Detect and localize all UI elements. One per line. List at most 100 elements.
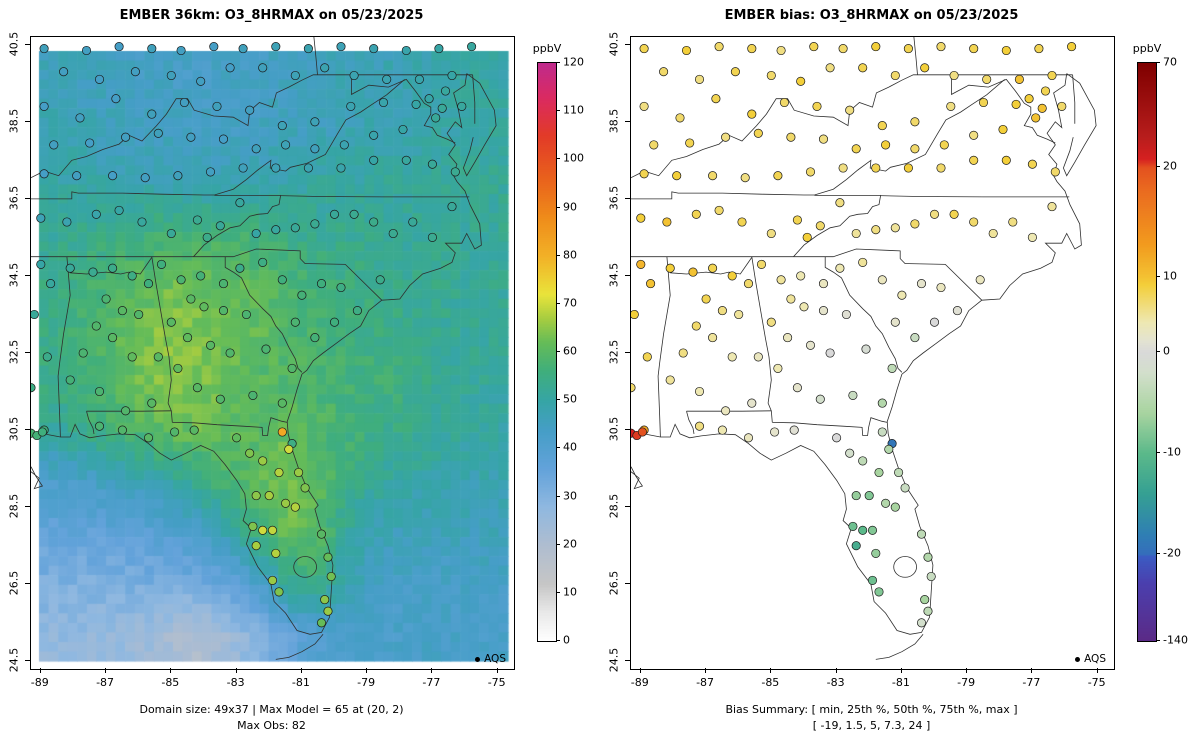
x-tick-label: -79 — [357, 676, 376, 689]
aqs-station-dot — [681, 45, 692, 56]
aqs-station-dot — [637, 427, 647, 437]
aqs-station-dot — [701, 294, 711, 304]
aqs-station-dot — [258, 525, 268, 535]
aqs-station-dot — [281, 140, 291, 150]
aqs-station-dot — [737, 217, 747, 227]
state-boundary — [631, 466, 644, 490]
aqs-station-dot — [642, 352, 652, 362]
aqs-station-dot — [349, 209, 359, 219]
aqs-station-dot — [290, 317, 300, 327]
x-tick-mark — [705, 668, 707, 673]
aqs-station-dot — [691, 321, 701, 331]
aqs-station-dot — [91, 321, 101, 331]
y-tick-mark — [25, 120, 30, 122]
aqs-station-dot — [978, 97, 989, 108]
aqs-station-dot — [316, 529, 327, 539]
state-boundary — [172, 417, 288, 436]
colorbar-tick-mark — [556, 254, 560, 256]
aqs-station-dot — [196, 76, 206, 86]
model-panel: EMBER 36km: O3_8HRMAX on 05/23/2025 AQS … — [7, 8, 585, 732]
y-tick-mark — [25, 352, 30, 353]
aqs-station-dot — [792, 215, 802, 225]
aqs-station-dot — [877, 275, 887, 285]
state-boundary — [151, 256, 173, 423]
x-tick-label: -79 — [957, 676, 976, 689]
aqs-station-dot — [130, 67, 140, 77]
aqs-station-dot — [714, 205, 724, 215]
aqs-station-dot — [59, 67, 69, 77]
colorbar-tick-mark — [556, 110, 560, 112]
x-tick-label: -75 — [487, 676, 506, 689]
aqs-station-dot — [65, 263, 75, 273]
aqs-station-dot — [378, 97, 389, 108]
aqs-station-dot — [375, 275, 385, 285]
aqs-station-dot — [287, 363, 297, 373]
bias-caption-line2: [ -19, 1.5, 5, 7.3, 24 ] — [812, 719, 931, 732]
x-tick-label: -85 — [761, 676, 780, 689]
aqs-station-dot — [982, 74, 992, 84]
bias-plot: AQS — [630, 36, 1115, 670]
colorbar-tick-label: 60 — [563, 344, 577, 358]
aqs-station-dot — [431, 113, 441, 123]
aqs-station-dot — [665, 375, 675, 385]
aqs-station-dot — [264, 491, 274, 501]
aqs-station-dot — [631, 383, 636, 393]
aqs-station-dot — [766, 228, 776, 239]
aqs-station-dot — [639, 169, 649, 179]
aqs-station-dot — [352, 306, 362, 316]
aqs-station-dot — [920, 63, 930, 73]
aqs-station-dot — [792, 383, 802, 393]
aqs-station-dot — [717, 425, 727, 435]
y-tick-label: 24.5 — [607, 648, 621, 673]
aqs-station-dot — [121, 132, 131, 142]
y-tick-label: 34.5 — [7, 262, 21, 288]
colorbar-tick-label: -10 — [1163, 445, 1181, 459]
colorbar-tick-mark — [556, 591, 560, 593]
aqs-station-dot — [238, 44, 248, 54]
colorbar-tick-mark — [556, 495, 560, 497]
aqs-station-dot — [81, 45, 92, 56]
aqs-station-dot — [108, 171, 118, 181]
aqs-station-dot — [192, 383, 202, 393]
y-tick-mark — [625, 429, 630, 431]
aqs-station-dot — [708, 333, 718, 343]
aqs-station-dot — [248, 390, 258, 400]
lake-okeechobee-outline — [893, 556, 917, 578]
y-tick-label: 24.5 — [7, 648, 21, 673]
aqs-station-dot — [281, 498, 291, 508]
aqs-station-dot — [858, 456, 868, 466]
aqs-station-dot — [117, 306, 127, 316]
model-caption-line1: Domain size: 49x37 | Max Model = 65 at (… — [139, 703, 404, 716]
colorbar-tick-mark — [1156, 62, 1160, 63]
aqs-station-dot — [929, 317, 940, 327]
aqs-station-dot — [988, 228, 998, 239]
aqs-station-dot — [388, 228, 398, 239]
aqs-station-dot — [832, 433, 842, 443]
aqs-station-dot — [949, 70, 959, 81]
aqs-station-dot — [398, 124, 408, 135]
bias-panel: EMBER bias: O3_8HRMAX on 05/23/2025 AQS … — [600, 0, 1200, 750]
aqs-station-dot — [183, 333, 193, 343]
aqs-station-dot — [858, 525, 868, 535]
aqs-station-dot — [646, 279, 656, 289]
state-boundary — [472, 74, 476, 124]
aqs-station-dot — [114, 205, 124, 215]
aqs-station-dot — [196, 271, 206, 281]
state-boundary — [814, 194, 1070, 198]
aqs-station-dot — [274, 587, 284, 597]
aqs-station-dot — [1001, 155, 1011, 165]
aqs-station-dot — [290, 70, 300, 81]
aqs-station-dot — [812, 101, 822, 111]
aqs-station-dot — [923, 552, 933, 562]
state-boundary — [631, 74, 918, 179]
colorbar-tick-mark — [556, 302, 560, 304]
colorbar-tick-label: 90 — [563, 200, 577, 213]
aqs-station-dot — [336, 163, 346, 173]
aqs-station-dot — [427, 159, 437, 169]
y-tick-mark — [25, 43, 30, 45]
aqs-station-dot — [773, 363, 783, 373]
aqs-station-dot — [659, 67, 669, 77]
aqs-station-dot — [786, 132, 796, 142]
aqs-station-dot — [277, 427, 287, 437]
